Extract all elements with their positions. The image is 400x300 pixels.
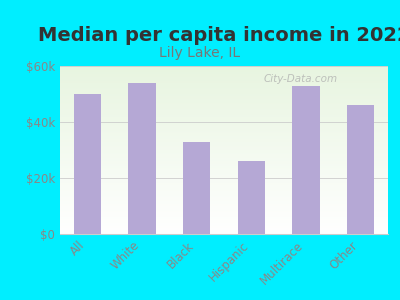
Bar xyxy=(238,161,265,234)
Title: Median per capita income in 2022: Median per capita income in 2022 xyxy=(38,26,400,45)
Bar xyxy=(74,94,101,234)
Text: Lily Lake, IL: Lily Lake, IL xyxy=(160,46,240,61)
Bar xyxy=(183,142,210,234)
Bar xyxy=(128,83,156,234)
Bar xyxy=(347,105,374,234)
Text: City-Data.com: City-Data.com xyxy=(263,74,338,84)
Bar xyxy=(292,85,320,234)
